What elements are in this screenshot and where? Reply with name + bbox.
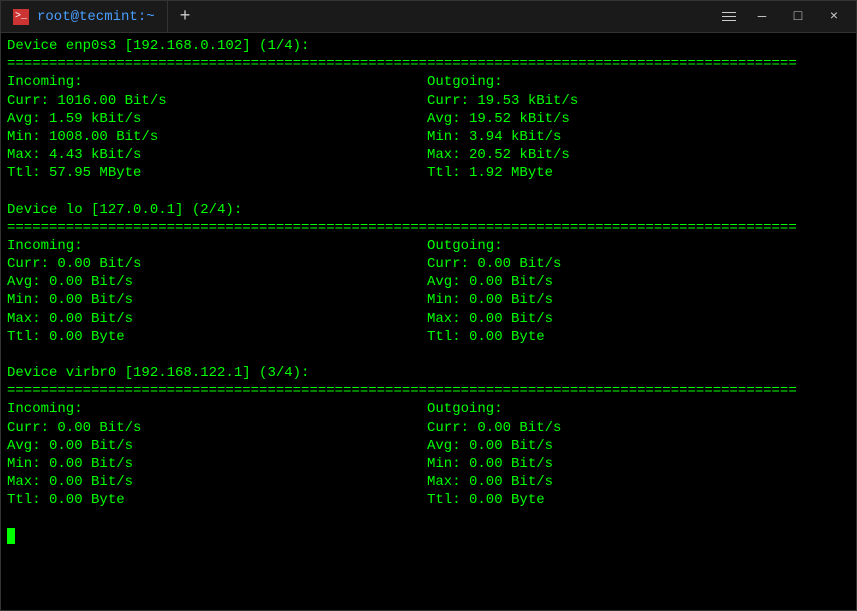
separator-line: ========================================… <box>7 55 850 73</box>
outgoing-label: Outgoing: <box>427 73 847 91</box>
new-tab-button[interactable]: + <box>168 7 203 27</box>
incoming-col: Incoming: Curr: 1016.00 Bit/s Avg: 1.59 … <box>7 73 427 182</box>
stat-avg: Avg: 0.00 Bit/s <box>427 437 847 455</box>
device-header: Device lo [127.0.0.1] (2/4): <box>7 201 850 219</box>
device-header: Device virbr0 [192.168.122.1] (3/4): <box>7 364 850 382</box>
outgoing-label: Outgoing: <box>427 237 847 255</box>
close-button[interactable]: × <box>824 9 844 25</box>
stat-ttl: Ttl: 57.95 MByte <box>7 164 427 182</box>
outgoing-col: Outgoing: Curr: 0.00 Bit/s Avg: 0.00 Bit… <box>427 237 847 346</box>
stat-min: Min: 0.00 Bit/s <box>7 455 427 473</box>
spacer <box>7 510 850 528</box>
titlebar: >_ root@tecmint:~ + — □ × <box>1 1 856 33</box>
stats-row: Incoming: Curr: 0.00 Bit/s Avg: 0.00 Bit… <box>7 400 850 509</box>
stat-min: Min: 0.00 Bit/s <box>427 455 847 473</box>
titlebar-right: — □ × <box>722 9 856 25</box>
incoming-label: Incoming: <box>7 400 427 418</box>
stat-min: Min: 0.00 Bit/s <box>7 291 427 309</box>
terminal-tab[interactable]: >_ root@tecmint:~ <box>1 1 168 32</box>
spacer <box>7 183 850 201</box>
spacer <box>7 346 850 364</box>
terminal-cursor <box>7 528 15 544</box>
separator-line: ========================================… <box>7 219 850 237</box>
stat-ttl: Ttl: 1.92 MByte <box>427 164 847 182</box>
device-header: Device enp0s3 [192.168.0.102] (1/4): <box>7 37 850 55</box>
stat-avg: Avg: 0.00 Bit/s <box>7 437 427 455</box>
menu-icon[interactable] <box>722 12 736 21</box>
outgoing-label: Outgoing: <box>427 400 847 418</box>
stat-curr: Curr: 0.00 Bit/s <box>427 255 847 273</box>
stat-ttl: Ttl: 0.00 Byte <box>427 491 847 509</box>
incoming-col: Incoming: Curr: 0.00 Bit/s Avg: 0.00 Bit… <box>7 237 427 346</box>
stat-max: Max: 20.52 kBit/s <box>427 146 847 164</box>
outgoing-col: Outgoing: Curr: 19.53 kBit/s Avg: 19.52 … <box>427 73 847 182</box>
stat-max: Max: 0.00 Bit/s <box>427 310 847 328</box>
stat-avg: Avg: 19.52 kBit/s <box>427 110 847 128</box>
stats-row: Incoming: Curr: 0.00 Bit/s Avg: 0.00 Bit… <box>7 237 850 346</box>
stat-max: Max: 0.00 Bit/s <box>427 473 847 491</box>
stat-max: Max: 0.00 Bit/s <box>7 473 427 491</box>
stat-curr: Curr: 0.00 Bit/s <box>427 419 847 437</box>
titlebar-left: >_ root@tecmint:~ + <box>1 1 202 32</box>
stat-avg: Avg: 0.00 Bit/s <box>427 273 847 291</box>
stat-max: Max: 4.43 kBit/s <box>7 146 427 164</box>
stat-curr: Curr: 1016.00 Bit/s <box>7 92 427 110</box>
tab-title: root@tecmint:~ <box>37 9 155 25</box>
terminal-icon: >_ <box>13 9 29 25</box>
terminal-content[interactable]: Device enp0s3 [192.168.0.102] (1/4): ===… <box>1 33 856 554</box>
maximize-button[interactable]: □ <box>788 9 808 25</box>
incoming-col: Incoming: Curr: 0.00 Bit/s Avg: 0.00 Bit… <box>7 400 427 509</box>
incoming-label: Incoming: <box>7 237 427 255</box>
stat-curr: Curr: 19.53 kBit/s <box>427 92 847 110</box>
incoming-label: Incoming: <box>7 73 427 91</box>
separator-line: ========================================… <box>7 382 850 400</box>
stat-curr: Curr: 0.00 Bit/s <box>7 255 427 273</box>
stats-row: Incoming: Curr: 1016.00 Bit/s Avg: 1.59 … <box>7 73 850 182</box>
stat-ttl: Ttl: 0.00 Byte <box>7 491 427 509</box>
stat-avg: Avg: 0.00 Bit/s <box>7 273 427 291</box>
stat-avg: Avg: 1.59 kBit/s <box>7 110 427 128</box>
stat-ttl: Ttl: 0.00 Byte <box>427 328 847 346</box>
stat-curr: Curr: 0.00 Bit/s <box>7 419 427 437</box>
outgoing-col: Outgoing: Curr: 0.00 Bit/s Avg: 0.00 Bit… <box>427 400 847 509</box>
stat-max: Max: 0.00 Bit/s <box>7 310 427 328</box>
minimize-button[interactable]: — <box>752 9 772 25</box>
terminal-window: >_ root@tecmint:~ + — □ × Device enp0s3 … <box>0 0 857 611</box>
stat-min: Min: 1008.00 Bit/s <box>7 128 427 146</box>
stat-min: Min: 3.94 kBit/s <box>427 128 847 146</box>
stat-min: Min: 0.00 Bit/s <box>427 291 847 309</box>
stat-ttl: Ttl: 0.00 Byte <box>7 328 427 346</box>
